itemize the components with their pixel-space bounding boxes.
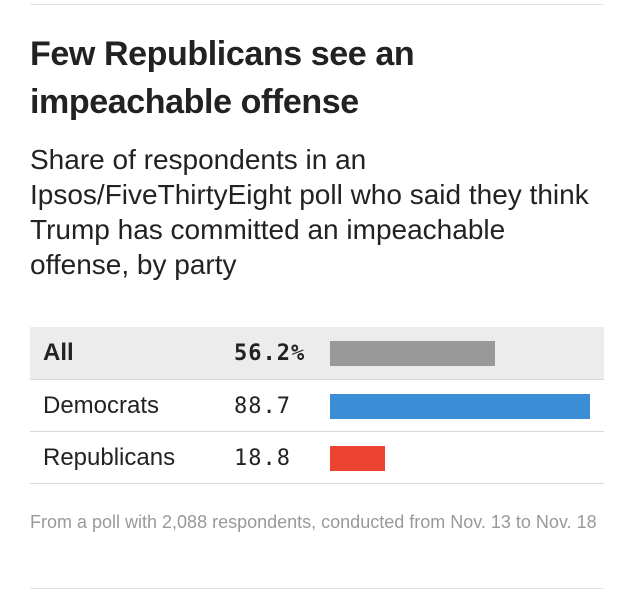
bar-table: All 56.2% Democrats 88.7 Republicans 18.… — [30, 327, 604, 484]
bottom-divider — [30, 588, 604, 589]
chart-title: Few Republicans see an impeachable offen… — [30, 35, 415, 121]
value-label: 18.8 — [234, 446, 291, 471]
category-label: All — [43, 339, 74, 366]
bar-democrats — [330, 394, 590, 419]
top-divider — [30, 4, 604, 5]
bar-all — [330, 341, 495, 366]
category-label: Republicans — [43, 444, 176, 471]
table-row-republicans: Republicans 18.8 — [30, 432, 604, 484]
table-row-democrats: Democrats 88.7 — [30, 380, 604, 432]
table-row-all: All 56.2% — [30, 327, 604, 380]
value-label: 56.2% — [234, 341, 306, 366]
bar-republicans — [330, 446, 385, 471]
chart-subtitle: Share of respondents in an Ipsos/FiveThi… — [30, 144, 589, 280]
source-note: From a poll with 2,088 respondents, cond… — [30, 512, 597, 532]
category-label: Democrats — [43, 392, 160, 419]
value-label: 88.7 — [234, 394, 291, 419]
